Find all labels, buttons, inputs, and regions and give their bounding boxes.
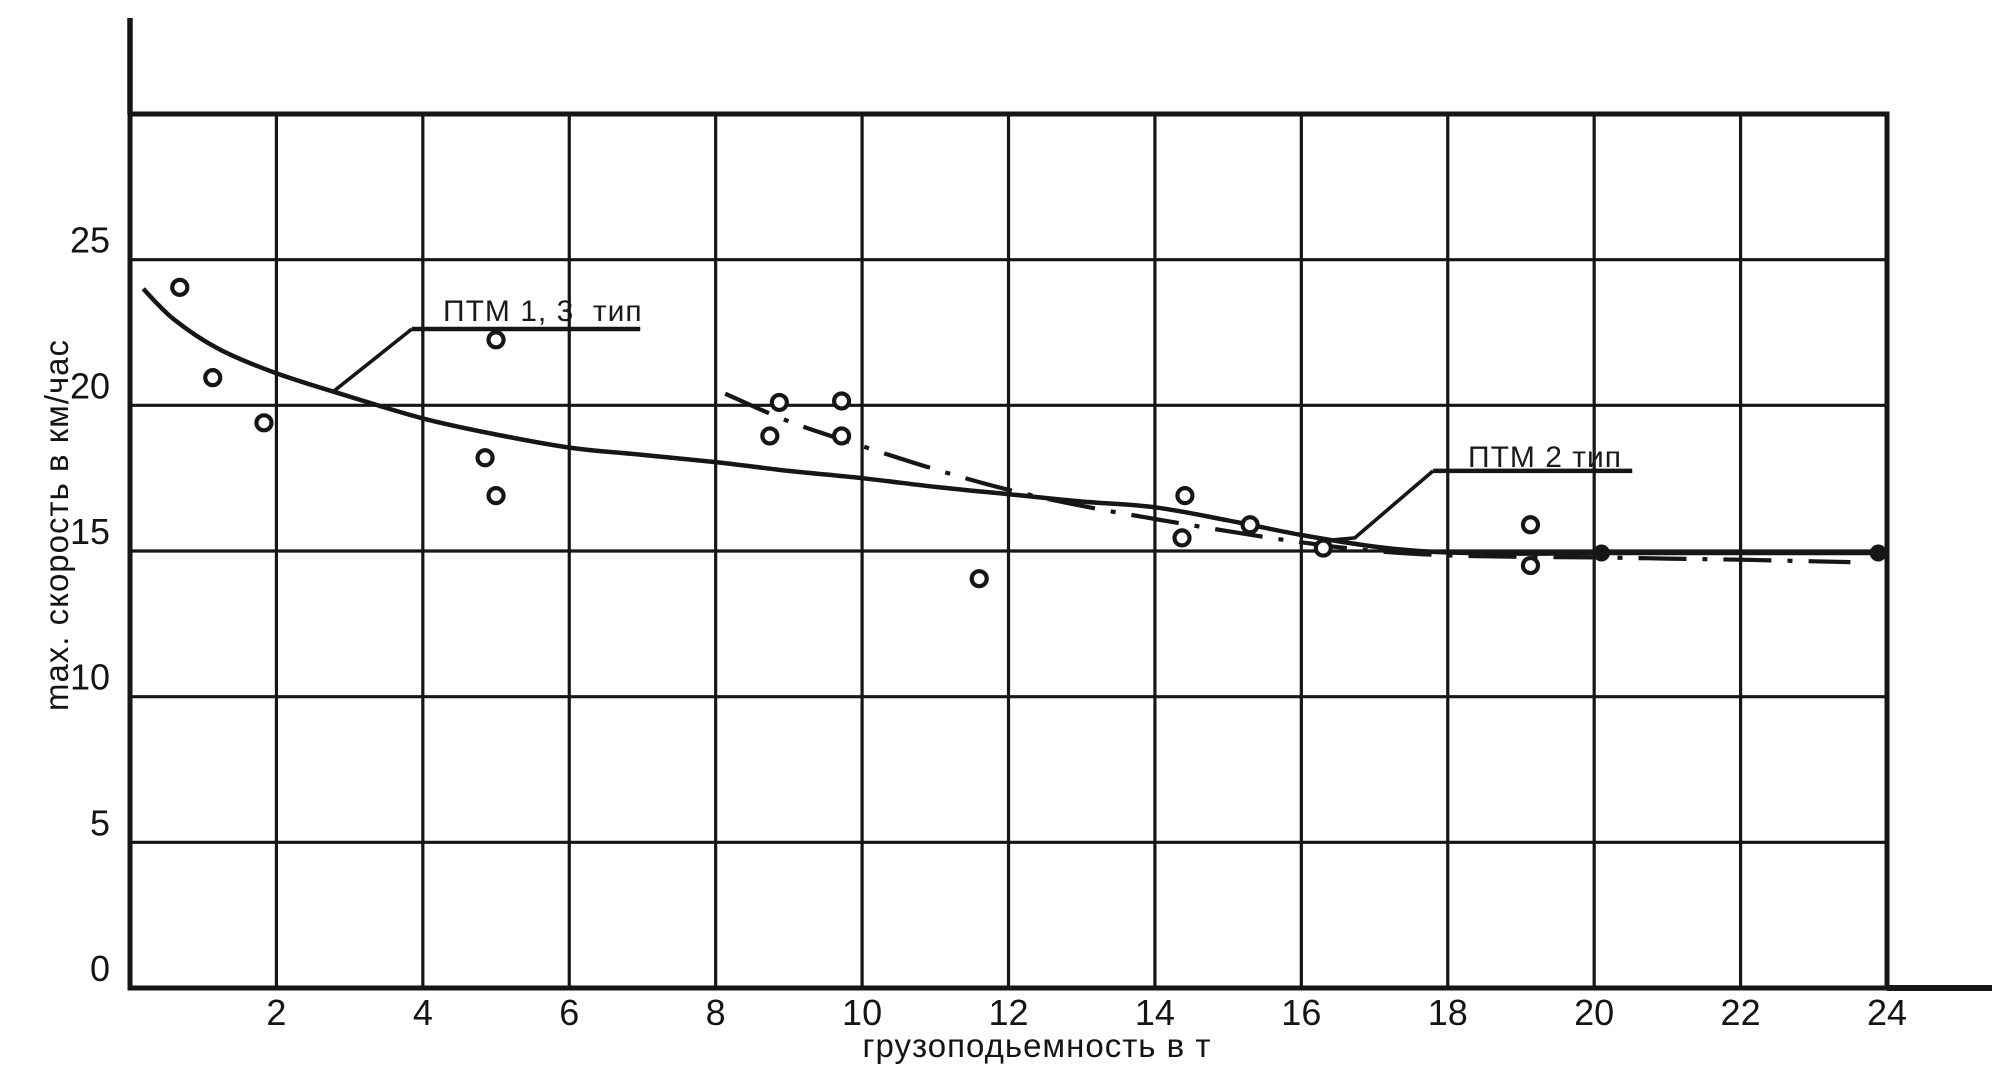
x-tick-label: 8 — [706, 992, 726, 1033]
data-point-open-circle — [1172, 528, 1192, 548]
data-point-open-circle — [760, 426, 780, 446]
data-point-open-circle — [1520, 515, 1541, 535]
y-tick-label: 5 — [90, 802, 110, 843]
data-point-open-circle — [203, 368, 223, 388]
annotation-leader-line — [331, 327, 413, 394]
x-axis-title: грузоподьемность в т — [862, 1027, 1212, 1064]
x-tick-label: 20 — [1574, 992, 1614, 1033]
data-point-open-circle — [170, 277, 190, 297]
data-point-open-circle — [769, 392, 789, 413]
dashed-curve — [724, 391, 1851, 565]
data-point-open-circle — [254, 413, 274, 433]
x-tick-label: 10 — [842, 992, 882, 1033]
data-point-open-circle — [831, 426, 852, 446]
x-tick-label: 18 — [1428, 992, 1468, 1033]
solid-curve — [141, 287, 1879, 556]
y-tick-labels: 0 5 10 15 20 25 — [70, 220, 110, 989]
annotation-ptm2-label: ПТМ 2 тип — [1468, 441, 1622, 474]
x-tick-label: 12 — [988, 992, 1028, 1033]
x-tick-label: 24 — [1867, 992, 1907, 1033]
data-point-open-circle — [1313, 538, 1333, 558]
data-point-open-circle — [1240, 515, 1260, 535]
data-points-filled — [1592, 544, 1887, 562]
plot-border — [127, 111, 1890, 991]
x-tick-label: 2 — [266, 992, 286, 1033]
data-point-open-circle — [969, 569, 989, 589]
y-tick-label: 0 — [90, 948, 110, 989]
data-point-open-circle — [486, 330, 506, 350]
x-tick-label: 22 — [1721, 992, 1761, 1033]
y-axis-title: max. скорость в км/час — [38, 338, 75, 712]
x-tick-label: 16 — [1281, 992, 1321, 1033]
data-point-filled-circle — [1592, 544, 1610, 562]
y-tick-label: 25 — [70, 220, 110, 261]
annotation-ptm2-lines — [1332, 468, 1633, 542]
annotation-ptm13-label: ПТМ 1, 3 тип — [443, 295, 643, 328]
y-tick-label: 15 — [70, 511, 110, 552]
data-point-open-circle — [486, 486, 506, 506]
data-point-open-circle — [1520, 555, 1541, 576]
data-point-open-circle — [1175, 486, 1195, 506]
data-point-open-circle — [831, 391, 852, 411]
data-point-open-circle — [475, 448, 495, 468]
data-points-open — [170, 277, 1541, 589]
x-tick-label: 4 — [413, 992, 433, 1033]
y-tick-label: 10 — [70, 657, 110, 698]
x-tick-label: 14 — [1135, 992, 1175, 1033]
y-tick-label: 20 — [70, 365, 110, 406]
annotation-ptm13-lines — [331, 326, 641, 394]
data-point-filled-circle — [1869, 544, 1887, 562]
x-tick-labels: 2 4 6 8 10 12 14 16 18 20 22 24 — [266, 992, 1907, 1033]
x-tick-label: 6 — [559, 992, 579, 1033]
annotation-leader-line — [1332, 469, 1435, 542]
